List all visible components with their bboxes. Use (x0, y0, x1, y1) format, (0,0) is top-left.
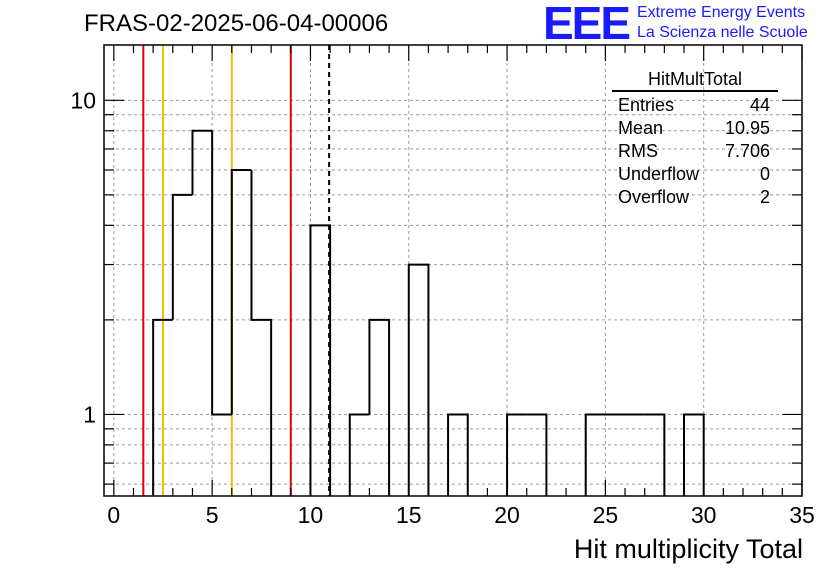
stats-value: 44 (749, 95, 770, 115)
histogram-bin (309, 224, 332, 496)
histogram-bin (644, 413, 666, 496)
histogram-bin (683, 413, 705, 496)
stats-row-rms: RMS 7.706 (612, 140, 778, 163)
x-tick-label: 10 (298, 502, 324, 528)
stats-value: 2 (759, 187, 770, 207)
histogram-bin (506, 413, 527, 496)
logo-line-1: Extreme Energy Events (637, 4, 806, 21)
stats-row-underflow: Underflow 0 (612, 163, 778, 186)
stats-title: HitMultTotal (612, 68, 778, 92)
eee-logo: EEE (543, 0, 631, 49)
histogram-bin (171, 193, 193, 320)
y-tick-label: 1 (83, 401, 96, 427)
plot-frame (103, 44, 803, 497)
chart-title: FRAS-02-2025-06-04-00006 (84, 10, 389, 37)
stats-label: Mean (618, 118, 664, 138)
histogram-bin (191, 129, 213, 195)
stats-row-entries: Entries 44 (612, 94, 778, 117)
axis-ticks (104, 45, 803, 496)
histogram-bin (348, 413, 370, 496)
histogram-bin (407, 263, 430, 496)
histogram-bin (526, 413, 548, 496)
histogram-bin (230, 169, 252, 415)
x-axis-label: Hit multiplicity Total (573, 534, 803, 564)
stats-label: Entries (618, 95, 675, 115)
histogram-bin (368, 318, 391, 496)
histogram-bin (211, 130, 232, 416)
histogram-bin (250, 170, 273, 496)
plot-border (103, 44, 803, 497)
x-tick-label: 15 (396, 502, 422, 528)
histogram-bin (447, 413, 469, 496)
x-tick-label: 20 (494, 502, 520, 528)
y-tick-label: 10 (70, 87, 96, 113)
x-tick-label: 0 (107, 502, 120, 528)
stats-value: 7.706 (724, 141, 770, 161)
x-tick-label: 30 (691, 502, 717, 528)
stats-value: 10.95 (724, 118, 770, 138)
stats-box: HitMultTotal Entries 44 Mean 10.95 RMS 7… (612, 68, 778, 209)
logo-line-2: La Scienza nelle Scuole (637, 24, 808, 41)
stats-row-overflow: Overflow 2 (612, 186, 778, 209)
stats-value: 0 (759, 164, 770, 184)
histogram-series (152, 129, 705, 496)
stats-row-mean: Mean 10.95 (612, 117, 778, 140)
x-tick-label: 5 (206, 502, 219, 528)
stats-label: Underflow (618, 164, 700, 184)
x-tick-label: 25 (593, 502, 619, 528)
histogram-bin (584, 413, 606, 496)
stats-label: RMS (618, 141, 658, 161)
stats-label: Overflow (618, 187, 690, 207)
x-tick-label: 35 (789, 502, 815, 528)
histogram-bin (152, 318, 173, 496)
